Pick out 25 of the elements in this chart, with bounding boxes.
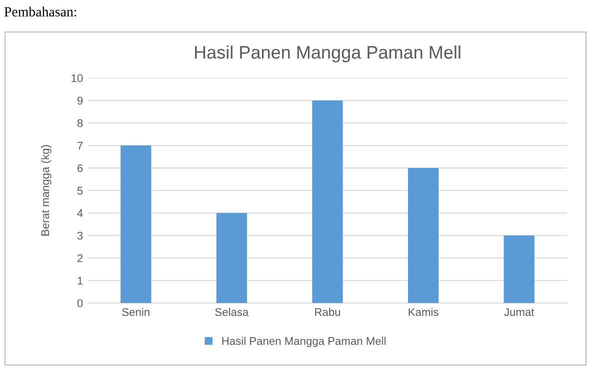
y-tick-label: 9 — [77, 96, 83, 105]
bar — [408, 168, 439, 303]
y-tick-label: 4 — [77, 209, 83, 218]
chart-title: Hasil Panen Mangga Paman Mell — [195, 45, 460, 62]
bar — [312, 100, 343, 303]
y-axis-title: Berat mangga (kg) — [40, 145, 52, 236]
y-tick-label: 10 — [72, 74, 83, 82]
bar — [504, 236, 534, 303]
y-tick-label: 8 — [77, 119, 83, 128]
bar — [216, 213, 248, 303]
legend-label: Hasil Panen Mangga Paman Mell — [222, 336, 386, 348]
y-tick-label: 0 — [77, 299, 83, 308]
x-tick-label: Senin — [122, 308, 150, 316]
y-tick-label: 2 — [78, 254, 83, 262]
x-tick-label: Jumat — [504, 308, 534, 316]
x-tick-label: Selasa — [215, 308, 249, 316]
y-tick-label: 7 — [78, 142, 83, 150]
x-tick-label: Kamis — [408, 308, 438, 316]
y-tick-label: 3 — [77, 232, 83, 240]
bar — [120, 146, 152, 303]
x-tick-label: Rabu — [315, 308, 340, 316]
y-tick-label: 5 — [77, 186, 83, 195]
y-tick-label: 6 — [78, 164, 83, 172]
text: Pembahasan: — [4, 6, 76, 17]
y-tick-label: 1 — [78, 276, 83, 285]
